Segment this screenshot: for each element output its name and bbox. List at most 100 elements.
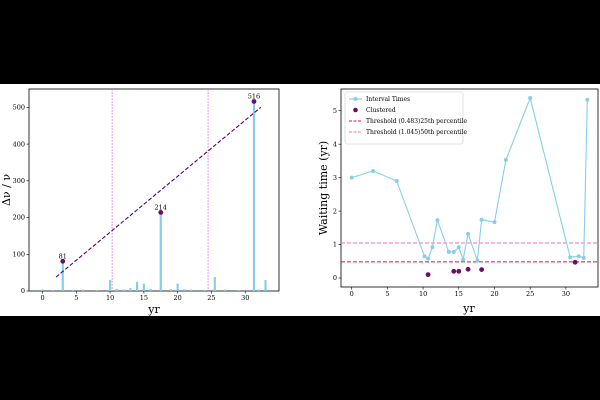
right-clustered-point-1: [451, 268, 457, 274]
left-bar-10: [136, 281, 139, 291]
right-plot-frame: [340, 88, 599, 288]
left-y-tick-label-4: 400: [13, 140, 25, 148]
left-x-tick-label-0: 0: [40, 294, 44, 302]
figure: 81 214 516 0 5 10 15 20 25 30 0 100 200 300 400 500 y…: [0, 84, 600, 316]
left-highlights: 81 214 516: [59, 92, 260, 264]
right-x-tick-label-2: 10: [419, 290, 427, 298]
left-bar-17: [190, 289, 193, 291]
left-x-tick-label-2: 10: [106, 294, 114, 302]
right-interval-point-1: [371, 168, 376, 173]
right-clustered-point-4: [479, 267, 485, 273]
right-x-tick-label-0: 0: [350, 290, 354, 298]
left-x-tick-label-4: 20: [174, 294, 182, 302]
left-bar-16: [183, 289, 186, 291]
left-x-tick-label-6: 30: [241, 294, 249, 302]
left-bar-3: [71, 289, 75, 291]
left-bar-4: [81, 289, 85, 291]
right-threshold-lines: [341, 242, 598, 263]
right-y-ticks: 0 1 2 3 4 5: [333, 107, 341, 282]
left-highlight-point-2: [251, 99, 257, 104]
right-interval-point-20: [585, 97, 590, 102]
right-interval-point-14: [492, 220, 497, 225]
left-bar-20: [223, 289, 227, 291]
right-interval-point-7: [446, 249, 451, 254]
right-interval-point-5: [430, 245, 435, 250]
right-x-tick-label-4: 20: [490, 290, 498, 298]
right-x-tick-label-6: 30: [562, 290, 570, 298]
right-interval-point-9: [456, 245, 461, 250]
right-y-tick-label-2: 2: [333, 207, 337, 215]
right-interval-point-12: [475, 258, 480, 263]
left-y-axis-label: Δν / ν: [0, 174, 13, 206]
right-interval-point-16: [528, 96, 533, 101]
right-clustered-point-5: [572, 259, 578, 265]
right-chart: 0 5 10 15 20 25 30 0 1 2 3 4 5 yr Waiting time (yr)…: [317, 88, 599, 315]
right-interval-point-0: [349, 175, 354, 180]
left-vlines: [111, 89, 209, 291]
legend-label-threshold-25: Threshold (0.483)25th percentile: [366, 118, 467, 125]
legend-item-clustered: Clustered: [353, 107, 396, 114]
left-y-ticks: 0 100 200 300 400 500: [13, 104, 29, 295]
right-x-tick-label-1: 5: [385, 290, 389, 298]
left-y-tick-label-2: 200: [13, 214, 25, 222]
left-bar-9: [129, 288, 132, 291]
left-bar-22: [252, 101, 256, 291]
right-x-axis-label: yr: [462, 302, 475, 315]
left-bar-18: [203, 289, 206, 291]
left-trend: [55, 106, 262, 278]
left-bars: [41, 101, 267, 291]
left-highlight-point-1: [158, 210, 164, 215]
right-y-tick-label-0: 0: [333, 274, 337, 282]
left-bar-11: [142, 283, 145, 291]
left-x-axis-label: yr: [147, 303, 160, 316]
left-y-tick-label-1: 100: [13, 250, 25, 258]
right-clustered-point-3: [465, 266, 471, 272]
left-highlight-label-1: 214: [155, 203, 167, 211]
right-x-tick-label-3: 15: [455, 290, 463, 298]
legend-label-interval-times: Interval Times: [366, 96, 410, 103]
right-clustered-points: [425, 259, 578, 278]
left-highlight-point-0: [60, 258, 66, 264]
right-y-tick-label-4: 4: [333, 140, 337, 148]
left-bar-15: [176, 283, 179, 291]
left-trend-line: [55, 106, 262, 278]
left-bar-13: [159, 212, 162, 291]
legend-label-threshold-50: Threshold (1.045)50th percentile: [366, 129, 467, 136]
right-interval-point-6: [435, 218, 440, 223]
right-clustered-point-0: [425, 272, 431, 278]
right-y-axis-label: Waiting time (yr): [317, 141, 330, 235]
left-bar-24: [264, 279, 267, 291]
left-bar-7: [115, 288, 118, 291]
left-bar-19: [213, 277, 216, 291]
legend-item-interval-times: Interval Times: [349, 96, 410, 103]
legend: Interval Times Clustered Threshold (0.48…: [344, 91, 467, 145]
left-bar-14: [169, 289, 172, 291]
left-bar-21: [237, 289, 240, 291]
right-interval-point-4: [426, 256, 431, 261]
left-x-tick-label-1: 5: [74, 294, 78, 302]
right-y-tick-label-5: 5: [333, 107, 337, 115]
left-bar-8: [122, 289, 125, 291]
right-interval-point-10: [461, 257, 466, 262]
left-bar-1: [51, 289, 54, 291]
left-bar-2: [61, 261, 64, 291]
right-interval-point-15: [503, 157, 508, 162]
left-bar-12: [149, 288, 152, 291]
right-interval-point-18: [576, 254, 581, 259]
left-y-tick-label-3: 300: [13, 177, 25, 185]
left-highlight-label-2: 516: [248, 92, 260, 100]
right-interval-point-3: [422, 254, 427, 259]
left-chart: 81 214 516 0 5 10 15 20 25 30 0 100 200 300 400 500 y…: [0, 88, 280, 316]
left-y-tick-label-5: 500: [13, 104, 25, 112]
right-interval-point-8: [451, 249, 456, 254]
right-interval-point-11: [466, 231, 471, 236]
right-x-ticks: 0 5 10 15 20 25 30: [350, 287, 570, 298]
left-bar-23: [257, 289, 260, 291]
right-clustered-point-2: [456, 268, 462, 274]
legend-item-threshold-50: Threshold (1.045)50th percentile: [349, 129, 467, 136]
right-interval-point-13: [479, 217, 484, 222]
legend-item-threshold-25: Threshold (0.483)25th percentile: [349, 118, 467, 125]
right-x-tick-label-5: 25: [526, 290, 534, 298]
left-y-tick-label-0: 0: [21, 287, 25, 295]
left-x-tick-label-5: 25: [207, 294, 215, 302]
